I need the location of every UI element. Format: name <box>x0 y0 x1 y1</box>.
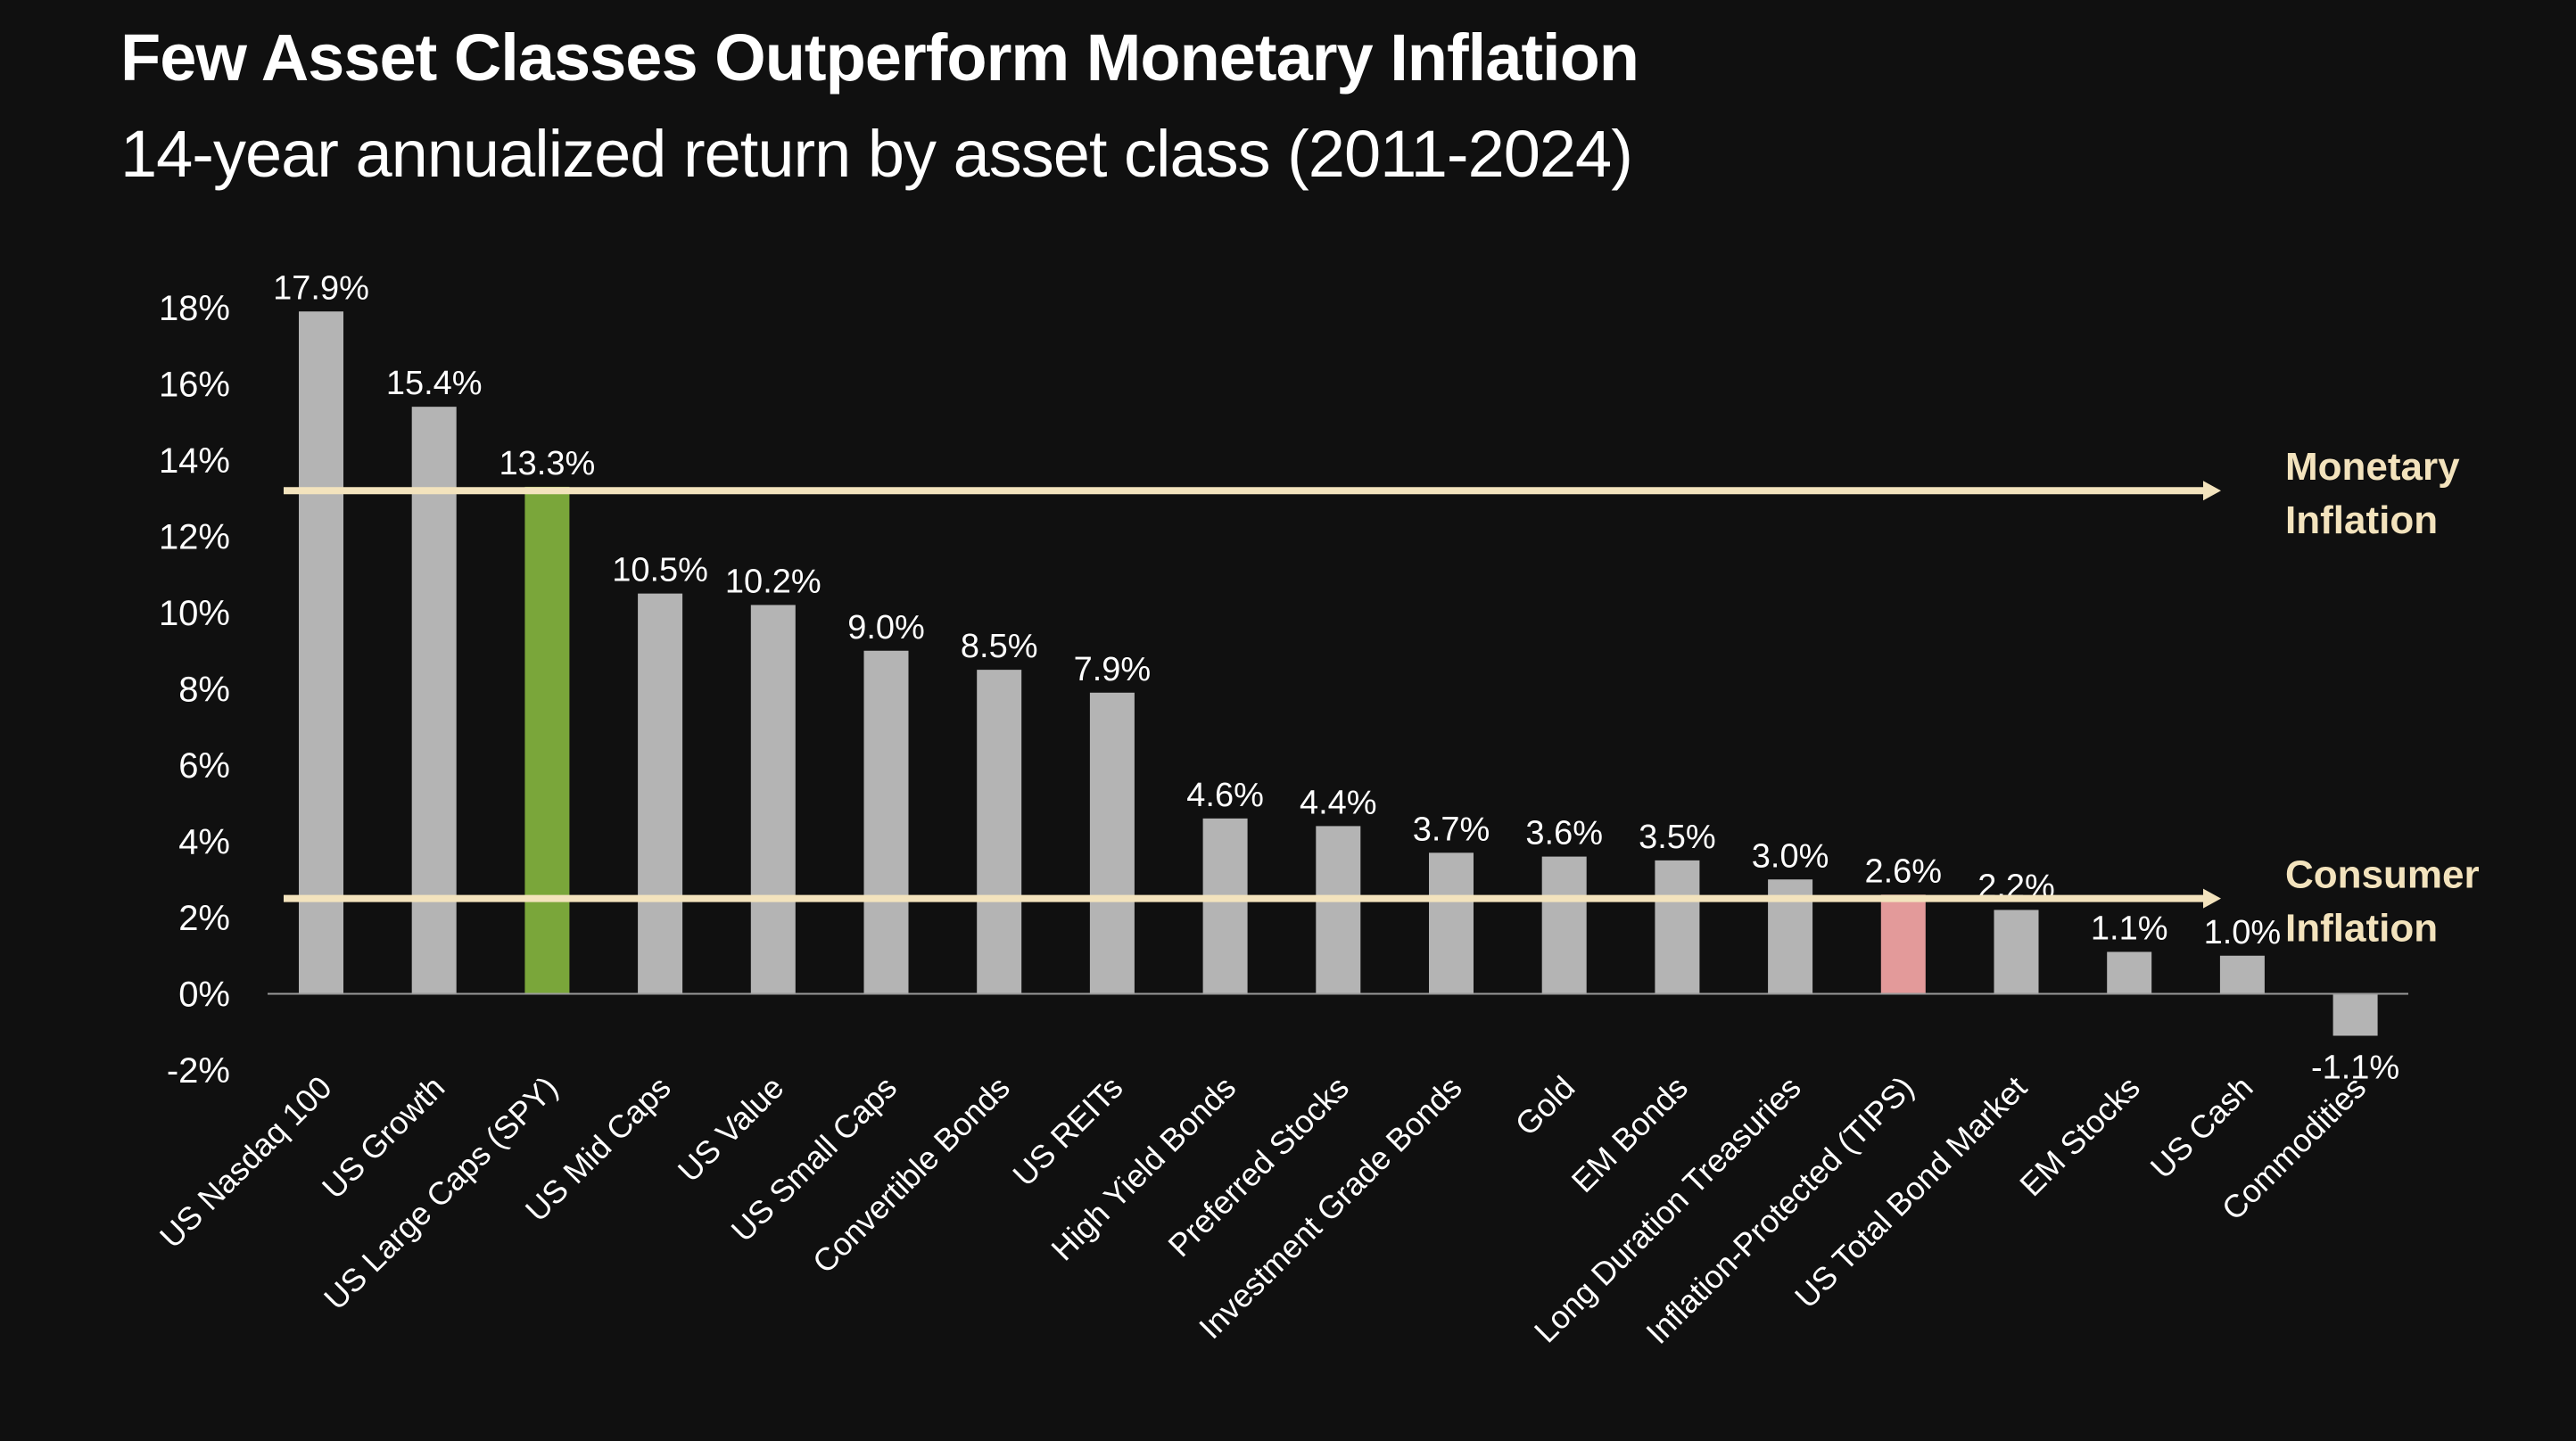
data-label: 17.9% <box>273 269 369 307</box>
data-label: 8.5% <box>961 628 1038 665</box>
bars <box>299 311 2378 1036</box>
y-tick-label: 6% <box>178 746 230 786</box>
bar <box>411 407 457 994</box>
data-label: 2.6% <box>1864 852 1942 890</box>
bar <box>638 593 683 994</box>
data-label: 4.4% <box>1300 784 1377 821</box>
data-labels: 17.9% 15.4% 13.3% 10.5% 10.2% 9.0% 8.5% 7.9% 4.6… <box>273 269 2399 1086</box>
x-tick-label: US Cash <box>2143 1069 2260 1186</box>
y-tick-label: 8% <box>178 671 230 710</box>
data-label: 7.9% <box>1074 651 1152 688</box>
y-tick-label: 2% <box>178 899 230 938</box>
bar <box>299 311 343 994</box>
x-tick-label: Gold <box>1508 1069 1582 1143</box>
chart-title: Few Asset Classes Outperform Monetary In… <box>120 21 1639 95</box>
y-axis: 18% 16% 14% 12% 10% 8% 6% 4% 2% 0% -2% <box>159 289 230 1091</box>
bar <box>2107 951 2152 994</box>
data-label: 3.6% <box>1525 815 1603 852</box>
reference-arrow <box>2203 888 2221 909</box>
y-tick-label: 4% <box>178 823 230 862</box>
x-tick-label: Convertible Bonds <box>805 1069 1017 1280</box>
data-label: 4.6% <box>1186 777 1264 814</box>
data-label: 13.3% <box>500 445 596 482</box>
bar <box>2332 993 2378 1036</box>
reference-label: Monetary <box>2285 445 2460 489</box>
bar <box>863 650 909 994</box>
reference-label: Inflation <box>2285 498 2438 542</box>
data-label: 3.5% <box>1639 819 1716 856</box>
reference-arrow <box>2203 481 2221 501</box>
bar <box>1655 860 1700 994</box>
reference-label: Consumer <box>2285 853 2480 897</box>
bar <box>750 605 796 994</box>
x-tick-label: US Total Bond Market <box>1788 1069 2034 1315</box>
chart-subtitle: 14-year annualized return by asset class… <box>120 117 1633 191</box>
y-tick-label: 0% <box>178 976 230 1015</box>
x-tick-label: EM Stocks <box>2012 1069 2147 1204</box>
reference-lines: Monetary Inflation Consumer Inflation <box>284 445 2480 951</box>
data-label: 3.7% <box>1413 811 1490 848</box>
bar <box>2219 955 2265 994</box>
bar <box>1541 856 1587 994</box>
y-tick-label: 18% <box>159 289 230 328</box>
data-label: 10.5% <box>612 552 708 589</box>
bar <box>1429 852 1474 994</box>
bar <box>1880 894 1926 994</box>
data-label: 15.4% <box>386 365 483 402</box>
data-label: 10.2% <box>725 563 822 600</box>
y-tick-label: 10% <box>159 594 230 633</box>
x-tick-label: US Value <box>671 1069 791 1190</box>
bar <box>1089 692 1135 994</box>
bar <box>977 670 1022 994</box>
x-tick-label: US Nasdaq 100 <box>153 1069 339 1256</box>
data-label: 9.0% <box>847 609 925 646</box>
y-tick-label: 14% <box>159 441 230 481</box>
y-tick-label: 12% <box>159 518 230 557</box>
data-label: 3.0% <box>1752 837 1829 875</box>
bar <box>1994 910 2039 994</box>
bar <box>1316 826 1361 994</box>
y-tick-label: 16% <box>159 366 230 405</box>
data-label: -1.1% <box>2311 1050 2399 1087</box>
bar <box>1202 818 1248 994</box>
y-tick-label: -2% <box>167 1051 230 1091</box>
data-label: 1.0% <box>2204 914 2282 951</box>
bar <box>524 486 570 994</box>
data-label: 1.1% <box>2091 910 2168 947</box>
reference-label: Inflation <box>2285 907 2438 951</box>
